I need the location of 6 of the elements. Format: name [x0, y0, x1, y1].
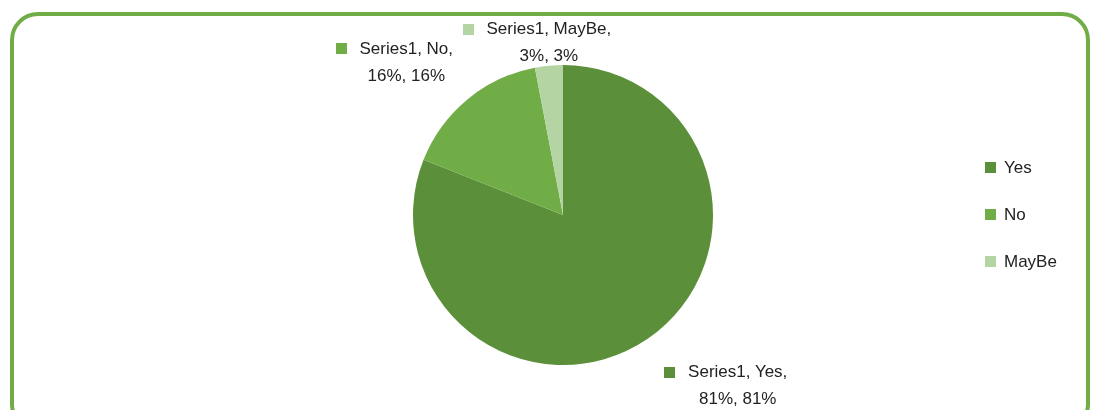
data-label: Series1, MayBe, 3%, 3% — [486, 19, 612, 66]
legend-label: MayBe — [1004, 251, 1057, 272]
data-label: Series1, Yes, 81%, 81% — [688, 362, 788, 409]
data-label: Series1, No, 16%, 16% — [359, 38, 454, 85]
legend-label: No — [1004, 204, 1026, 225]
legend-label: Yes — [1004, 157, 1032, 178]
